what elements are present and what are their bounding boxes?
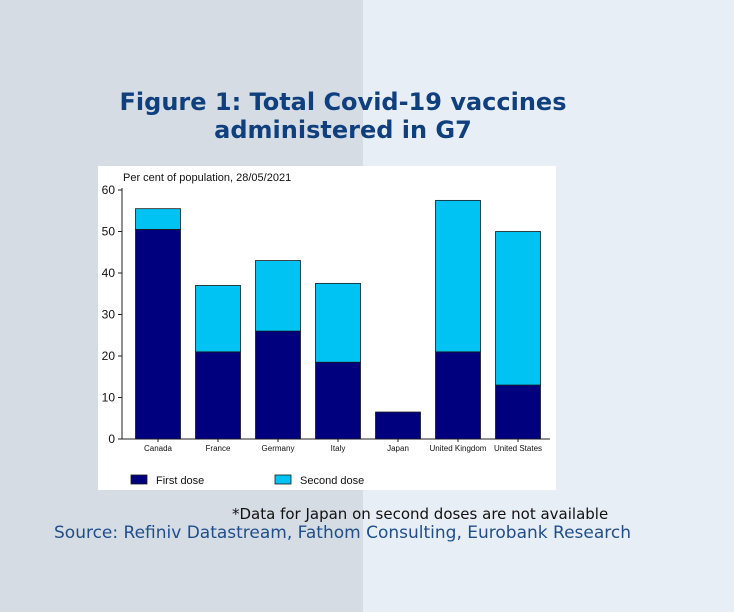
bar-first-dose-united-kingdom: [435, 351, 481, 440]
stacked-bar-chart: Per cent of population, 28/05/2021 0 10 20 3…: [102, 172, 550, 487]
bar-first-dose-canada: [135, 229, 181, 440]
y-tick-label: 50: [102, 225, 116, 239]
bar-second-dose-canada: [135, 208, 181, 230]
chart-subtitle: Per cent of population, 28/05/2021: [123, 172, 291, 184]
y-tick-label: 60: [102, 183, 116, 197]
figure-title: Figure 1: Total Covid-19 vaccines admini…: [100, 88, 586, 144]
bar-second-dose-united-kingdom: [435, 199, 481, 353]
bar-second-dose-france: [195, 285, 241, 353]
x-tick-label: United States: [494, 444, 542, 453]
legend-label-first-dose: First dose: [156, 475, 204, 487]
x-tick-label: Italy: [331, 444, 346, 453]
x-tick-label: United Kingdom: [430, 444, 487, 453]
bar-first-dose-united-states: [495, 384, 541, 440]
japan-data-note: *Data for Japan on second doses are not …: [232, 505, 609, 523]
bar-first-dose-italy: [315, 361, 361, 440]
x-tick-label: Germany: [262, 444, 295, 453]
bar-first-dose-japan: [375, 411, 421, 440]
figure-title-line-1: Figure 1: Total Covid-19 vaccines: [119, 88, 567, 116]
x-tick-label: Canada: [144, 444, 173, 453]
legend-label-second-dose: Second dose: [300, 475, 364, 487]
bar-second-dose-germany: [255, 260, 301, 332]
y-tick-label: 40: [102, 266, 116, 280]
y-tick-label: 30: [102, 308, 116, 322]
source-line: Source: Refiniv Datastream, Fathom Consu…: [54, 523, 632, 543]
y-tick-label: 10: [102, 391, 116, 405]
bar-second-dose-united-states: [495, 231, 541, 386]
y-tick-label: 20: [102, 349, 116, 363]
x-tick-label: Japan: [387, 444, 409, 453]
bar-first-dose-france: [195, 351, 241, 440]
figure-title-line-2: administered in G7: [214, 116, 472, 144]
y-tick-label: 0: [108, 432, 115, 446]
chart-container: Per cent of population, 28/05/2021 0 10 20 3…: [98, 166, 556, 490]
legend-swatch-second-dose: [274, 474, 292, 485]
x-tick-label: France: [206, 444, 231, 453]
bar-second-dose-italy: [315, 282, 361, 363]
legend-swatch-first-dose: [130, 474, 148, 485]
bar-first-dose-germany: [255, 330, 301, 440]
